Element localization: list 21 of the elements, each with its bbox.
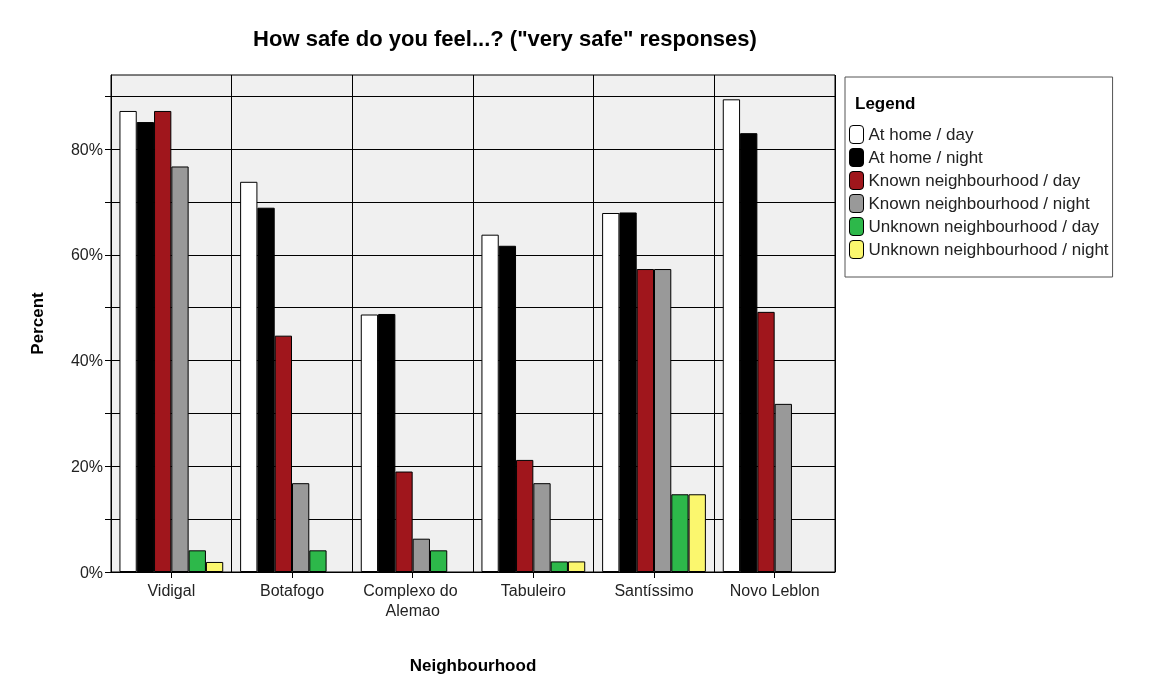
x-tick-label: Novo Leblon [729, 581, 820, 599]
y-tick-label: 40% [70, 352, 103, 370]
y-tick-label: 0% [79, 563, 103, 581]
x-tick-label: Complexo do Alemao [363, 581, 463, 619]
chart-title: How safe do you feel...? ("very safe" responses) [253, 25, 757, 51]
legend-label: Known neighbourhood / night [868, 194, 1090, 213]
x-tick-label: Vidigal [147, 581, 196, 599]
x-tick-label: Tabuleiro [500, 581, 566, 599]
legend-label: Unknown neighbourhood / night [868, 240, 1109, 259]
y-tick-label: 20% [70, 457, 103, 475]
y-tick-label: 80% [70, 140, 103, 158]
x-tick-label: Botafogo [259, 581, 325, 599]
y-tick-label: 60% [70, 246, 103, 264]
legend-label: Known neighbourhood / day [868, 171, 1081, 190]
x-tick-label: Santíssimo [614, 581, 694, 599]
legend-label: Unknown neighbourhood / day [868, 217, 1100, 236]
legend-label: At home / night [868, 148, 984, 167]
legend-label: At home / day [868, 125, 974, 144]
legend-title: Legend [855, 94, 916, 113]
x-axis-title: Neighbourhood [409, 656, 537, 675]
y-axis-title: Percent [28, 291, 47, 355]
